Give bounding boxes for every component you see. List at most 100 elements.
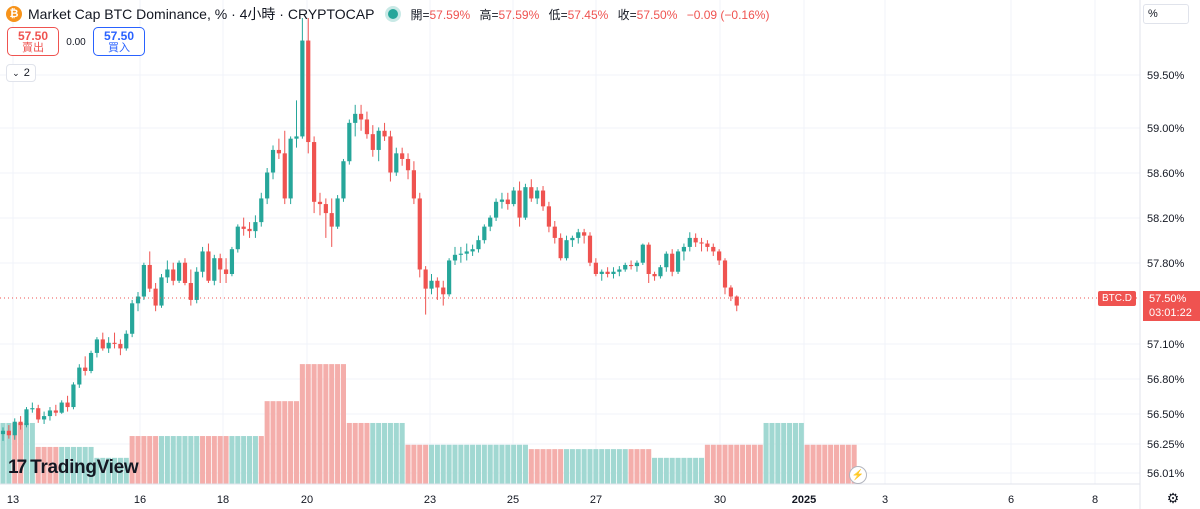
volume-bar <box>59 446 65 484</box>
candle-body <box>353 113 358 123</box>
indicators-count: 2 <box>23 67 30 79</box>
volume-bar <box>293 401 300 484</box>
candle-body <box>470 249 475 252</box>
volume-bar <box>558 449 564 484</box>
volume-bar <box>340 364 346 484</box>
bolt-icon[interactable]: ⚡ <box>849 466 867 484</box>
volume-bar <box>745 444 752 484</box>
low-value: 57.45% <box>567 7 609 22</box>
volume-bar <box>845 444 851 484</box>
candle-body <box>282 153 287 199</box>
x-tick-label: 16 <box>134 494 146 506</box>
volume-bar <box>792 422 798 484</box>
volume-bar <box>194 436 200 484</box>
candle-body <box>435 280 440 288</box>
candle-body <box>693 237 698 243</box>
candle-body <box>505 199 510 205</box>
candle-body <box>317 201 323 205</box>
volume-bar <box>247 436 253 484</box>
candle-body <box>529 187 534 199</box>
volume-bar <box>839 444 845 484</box>
candle-body <box>223 269 229 274</box>
bitcoin-icon: ₿ <box>6 6 22 22</box>
y-tick-label: 56.01% <box>1147 468 1185 480</box>
volume-bar <box>687 457 693 484</box>
volume-bar <box>458 444 464 484</box>
volume-bar <box>781 422 787 484</box>
volume-bar <box>129 436 135 484</box>
volume-bar <box>217 436 223 484</box>
candle-body <box>147 264 152 289</box>
candle-body <box>628 264 634 267</box>
volume-bar <box>575 449 581 484</box>
candle-body <box>253 222 258 232</box>
volume-bar <box>117 457 123 484</box>
y-tick-label: 56.25% <box>1147 439 1185 451</box>
candle-body <box>429 280 434 289</box>
candle-body <box>711 246 716 252</box>
volume-bar <box>76 446 82 484</box>
market-status-icon[interactable] <box>388 9 399 19</box>
volume-bar <box>423 444 429 484</box>
volume-bar <box>505 444 511 484</box>
volume-bar <box>41 446 47 484</box>
volume-bar <box>798 422 804 484</box>
volume-bar <box>828 444 834 484</box>
candle-body <box>206 251 211 281</box>
candle-body <box>499 199 505 202</box>
candle-body <box>165 269 170 278</box>
tradingview-logo[interactable]: 17 TradingView <box>8 457 139 479</box>
volume-bar <box>681 457 687 484</box>
volume-bar <box>358 422 364 484</box>
candle-body <box>259 198 264 223</box>
volume-bar <box>311 364 317 484</box>
volume-bar <box>305 364 311 484</box>
candle-body <box>247 228 252 232</box>
volume-bar <box>70 446 76 484</box>
candlesticks <box>0 18 739 441</box>
candle-body <box>341 161 346 199</box>
candle-body <box>329 213 334 227</box>
volume-bar <box>446 444 452 484</box>
candle-body <box>634 262 640 267</box>
scale-mode-button[interactable]: % <box>1143 4 1189 24</box>
candle-body <box>188 283 193 300</box>
high-value: 57.59% <box>498 7 540 22</box>
candle-body <box>388 136 393 173</box>
candle-body <box>53 410 58 413</box>
candle-body <box>306 40 311 143</box>
volume-bar <box>675 457 681 484</box>
volume-bar <box>693 457 699 484</box>
candle-body <box>664 253 669 268</box>
candle-body <box>100 339 105 349</box>
sell-price: 57.50 <box>17 28 49 43</box>
volume-bar <box>822 444 828 484</box>
volume-bar <box>710 444 716 484</box>
candle-body <box>83 367 88 371</box>
candle-body <box>77 367 82 385</box>
volume-bar <box>640 449 646 484</box>
volume-bar <box>593 449 599 484</box>
volume-bar <box>546 449 552 484</box>
volume-bar <box>816 444 822 484</box>
volume-bar <box>757 444 763 484</box>
candle-body <box>564 240 569 259</box>
volume-bar <box>106 457 112 484</box>
volume-bar <box>258 436 264 484</box>
volume-bar <box>464 444 470 484</box>
sell-button[interactable]: 57.50 賣出 <box>7 27 59 56</box>
candle-body <box>112 342 117 344</box>
volume-bar <box>382 422 388 484</box>
symbol-title[interactable]: Market Cap BTC Dominance, % · 4小時 · CRYP… <box>28 6 375 22</box>
volume-bar <box>211 436 217 484</box>
candle-body <box>323 204 328 214</box>
volume-bar <box>452 444 458 484</box>
buy-button[interactable]: 57.50 買入 <box>93 27 145 56</box>
gear-icon[interactable]: ⚙ <box>1166 489 1180 506</box>
volume-bar <box>734 444 740 484</box>
volume-bar <box>200 436 206 484</box>
indicators-toggle[interactable]: ⌄ 2 <box>6 64 36 82</box>
volume-bar <box>622 449 628 484</box>
bar-countdown: 03:01:22 <box>1149 307 1192 319</box>
